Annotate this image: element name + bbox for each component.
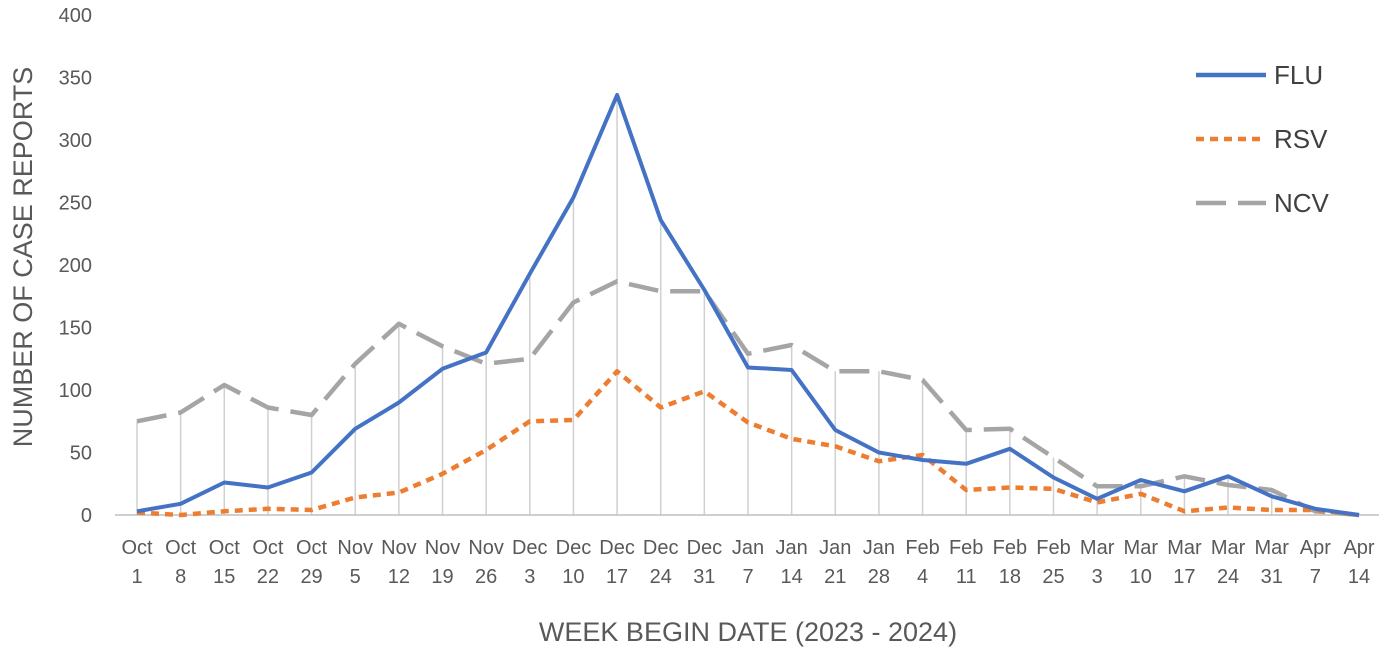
y-tick-label: 150	[59, 318, 92, 340]
x-tick-label: Apr 14	[1343, 537, 1374, 588]
x-tick-label: Oct 22	[252, 537, 284, 588]
x-tick-label: Nov 5	[337, 537, 373, 588]
y-tick-label: 100	[59, 380, 92, 402]
x-tick-label: Oct 1	[121, 537, 153, 588]
x-tick-label: Feb 25	[1036, 537, 1070, 588]
legend-label-ncv: NCV	[1274, 188, 1330, 218]
drop-lines	[136, 95, 1317, 515]
x-tick-label: Mar 3	[1080, 537, 1115, 588]
x-tick-label: Feb 18	[993, 537, 1027, 588]
y-tick-label: 50	[70, 443, 92, 465]
x-tick-label: Jan 28	[863, 537, 895, 588]
y-tick-label: 350	[59, 68, 92, 90]
x-tick-label: Dec 3	[512, 537, 548, 588]
series-line-rsv	[136, 369, 1360, 518]
series-line-flu	[136, 93, 1360, 517]
x-tick-label: Apr 7	[1300, 537, 1331, 588]
legend-label-flu: FLU	[1274, 60, 1323, 90]
x-tick-label: Feb 4	[905, 537, 939, 588]
x-tick-label: Nov 26	[468, 537, 504, 588]
legend-label-rsv: RSV	[1274, 124, 1328, 154]
x-tick-label: Nov 12	[381, 537, 417, 588]
y-tick-label: 400	[59, 5, 92, 27]
x-tick-label: Mar 10	[1124, 537, 1159, 588]
x-tick-label: Dec 24	[643, 537, 679, 588]
y-axis-title: NUMBER OF CASE REPORTS	[8, 67, 38, 448]
x-axis-title: WEEK BEGIN DATE (2023 - 2024)	[539, 617, 957, 647]
x-tick-label: Oct 29	[296, 537, 328, 588]
x-tick-label: Oct 8	[165, 537, 197, 588]
x-tick-label: Mar 24	[1211, 537, 1246, 588]
x-tick-label: Jan 21	[819, 537, 851, 588]
x-tick-label: Nov 19	[425, 537, 461, 588]
x-tick-label: Mar 31	[1254, 537, 1289, 588]
series-lines	[136, 93, 1360, 518]
x-tick-label: Feb 11	[949, 537, 983, 588]
x-tick-label: Oct 15	[209, 537, 241, 588]
y-tick-label: 200	[59, 255, 92, 277]
y-tick-label: 250	[59, 193, 92, 215]
y-axis-ticks: 0 50 100 150 200 250 300 350 400	[59, 5, 92, 527]
x-tick-label: Dec 31	[687, 537, 723, 588]
x-tick-label: Dec 10	[556, 537, 592, 588]
x-tick-label: Jan 14	[776, 537, 808, 588]
x-tick-label: Jan 7	[732, 537, 764, 588]
y-tick-label: 0	[81, 505, 92, 527]
y-tick-label: 300	[59, 130, 92, 152]
legend: FLU RSV NCV	[1196, 60, 1330, 218]
x-tick-label: Dec 17	[599, 537, 635, 588]
x-tick-label: Mar 17	[1167, 537, 1202, 588]
